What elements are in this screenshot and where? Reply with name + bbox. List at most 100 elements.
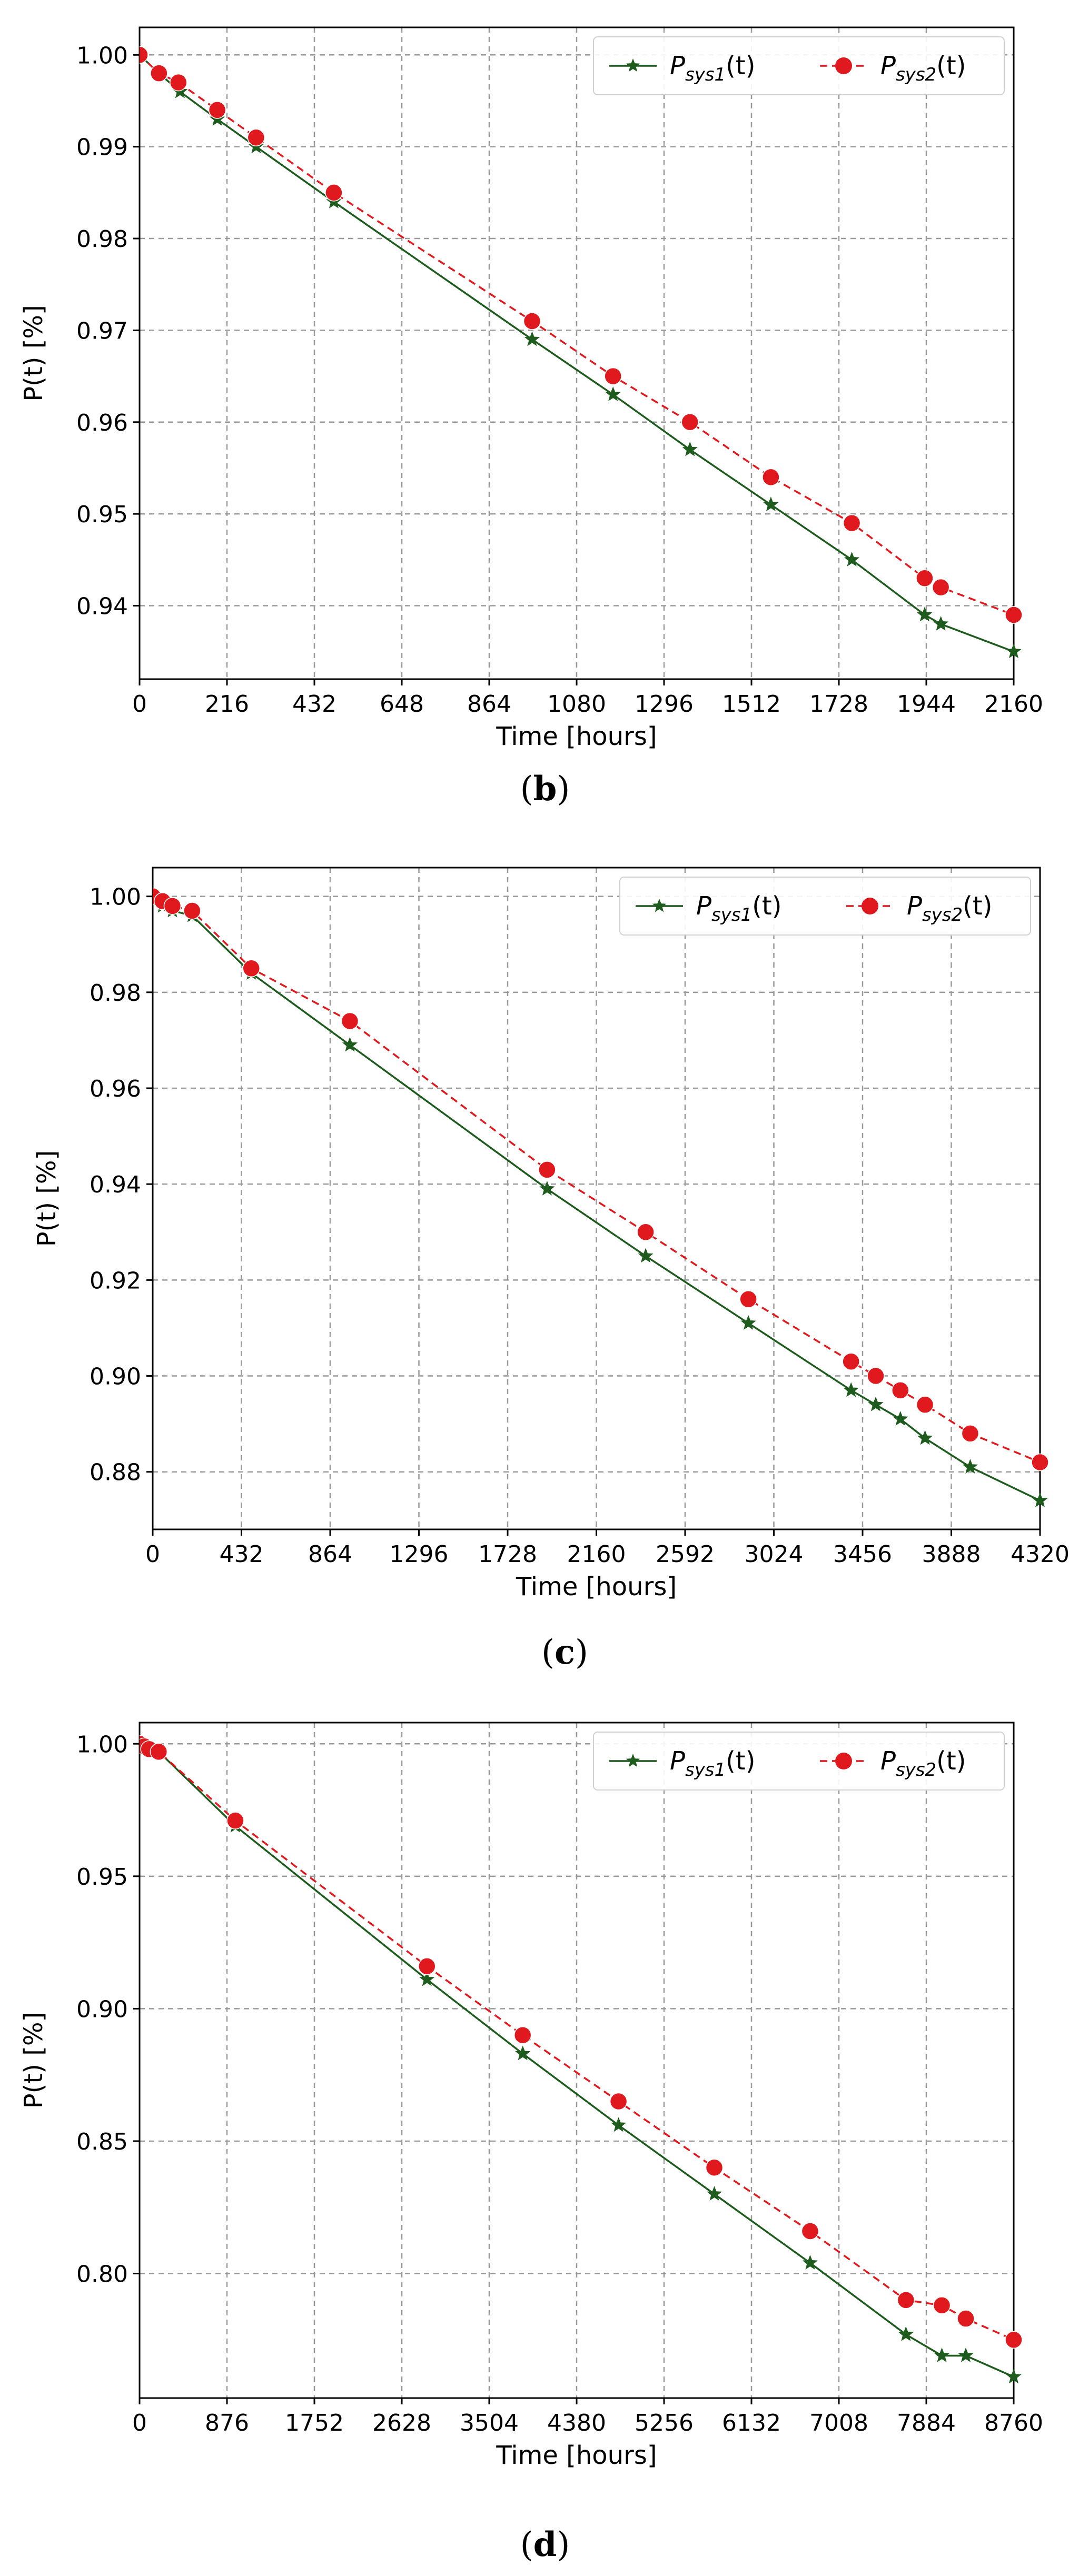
data-point-sys1: [843, 1382, 859, 1397]
y-tick-label: 0.92: [90, 1267, 141, 1294]
data-point-sys1: [1006, 643, 1022, 659]
data-point-sys1: [917, 1430, 933, 1445]
data-point-sys2: [513, 2026, 532, 2044]
data-point-sys2: [163, 897, 182, 915]
legend: Psys1 (t) Psys2(t): [619, 877, 1031, 936]
series-line-sys1: [140, 54, 1014, 653]
legend-label-sys2: Psys2(t): [907, 891, 992, 926]
data-point-sys2: [150, 1743, 168, 1761]
x-tick-label: 2592: [656, 1541, 715, 1568]
legend-marker-sys2: [862, 898, 878, 914]
data-point-sys1: [958, 2348, 974, 2362]
data-point-sys2: [892, 1381, 909, 1399]
data-point-sys1: [638, 1248, 654, 1263]
legend-marker-sys1: [626, 1754, 640, 1767]
legend: Psys1(t) Psys2(t): [593, 36, 1005, 95]
data-point-sys2: [609, 2092, 628, 2111]
y-tick-label: 0.94: [90, 1171, 141, 1198]
y-tick-label: 1.00: [76, 1731, 128, 1758]
panel-label: (c): [541, 1633, 588, 1672]
data-point-sys2: [843, 514, 861, 532]
data-point-sys1: [419, 1971, 435, 1986]
data-point-sys2: [916, 569, 934, 587]
data-point-sys2: [1005, 606, 1023, 624]
series-sys2: [140, 46, 1023, 624]
y-tick-label: 0.97: [76, 317, 128, 344]
data-point-sys2: [341, 1012, 359, 1030]
x-tick-label: 3024: [745, 1541, 804, 1568]
y-tick-label: 0.96: [90, 1076, 141, 1102]
legend-label-sys1: Psys1(t): [670, 1746, 755, 1781]
legend-label-tail: (t): [963, 891, 992, 921]
chart-panel-d: 0 876 1752 2628 3504 4380 5256 6132 7008 7884 8760…: [19, 1722, 1043, 2564]
x-axis-label: Time [hours]: [516, 1572, 677, 1602]
legend-label-tail: (t): [726, 51, 755, 81]
data-point-sys1: [740, 1315, 756, 1330]
x-tick-label: 432: [220, 1541, 264, 1568]
panel-label: (d): [520, 2525, 570, 2564]
legend-label-main: P: [670, 1746, 685, 1776]
legend-label-sub: sys1: [711, 904, 752, 926]
data-point-sys1: [610, 2117, 627, 2132]
x-tick-label: 864: [308, 1541, 352, 1568]
series-sys2: [140, 1735, 1023, 2349]
legend-label-sys2: Psys2(t): [880, 51, 966, 85]
data-point-sys1: [605, 386, 621, 401]
data-point-sys2: [933, 2296, 951, 2314]
data-point-sys2: [418, 1957, 436, 1975]
x-tick-label: 648: [380, 691, 424, 718]
x-tick-label: 1752: [285, 2410, 344, 2436]
legend-label-main: P: [880, 1746, 896, 1776]
y-tick-label: 1.00: [76, 42, 128, 69]
legend-box: [593, 1732, 1005, 1791]
data-point-sys2: [1031, 1453, 1049, 1471]
data-point-sys2: [208, 101, 226, 119]
data-point-sys2: [183, 902, 201, 920]
data-point-sys2: [932, 578, 950, 596]
x-axis-label: Time [hours]: [496, 2441, 657, 2470]
y-tick-label: 0.99: [76, 134, 128, 161]
legend-label-sub: sys1: [685, 1759, 726, 1781]
data-point-sys1: [706, 2186, 722, 2201]
legend-label-main: P: [880, 51, 896, 81]
x-tick-label: 0: [145, 1541, 160, 1568]
x-tick-label: 1512: [722, 691, 781, 718]
data-point-sys1: [515, 2045, 531, 2061]
data-point-sys1: [802, 2255, 818, 2270]
legend-label-tail: (t): [726, 1746, 755, 1776]
legend-label-sub: sys2: [896, 64, 936, 85]
y-tick-label: 0.96: [76, 410, 128, 436]
data-point-sys2: [739, 1290, 757, 1308]
data-point-sys1: [844, 551, 860, 566]
y-tick-label: 0.85: [76, 2129, 128, 2155]
data-point-sys1: [342, 1037, 358, 1052]
y-tick-label: 0.98: [76, 226, 128, 253]
data-point-sys2: [242, 959, 260, 978]
legend-label-tail: (t): [936, 51, 966, 81]
legend-label-main: P: [670, 51, 685, 81]
data-point-sys2: [916, 1396, 934, 1414]
legend-label-main: P: [696, 891, 711, 921]
series-line-sys2: [140, 54, 1014, 616]
data-point-sys1: [1032, 1492, 1048, 1507]
x-tick-label: 5256: [635, 2410, 694, 2436]
x-tick-label: 4380: [547, 2410, 606, 2436]
legend-label-sub: sys1: [685, 64, 726, 85]
x-tick-label: 1296: [390, 1541, 449, 1568]
data-point-sys2: [842, 1352, 860, 1370]
x-tick-label: 864: [467, 691, 511, 718]
x-tick-label: 0: [132, 691, 147, 718]
data-point-sys2: [705, 2159, 724, 2177]
x-tick-label: 3504: [460, 2410, 519, 2436]
data-point-sys1: [934, 2348, 950, 2362]
y-tick-label: 1.00: [90, 884, 141, 911]
data-point-sys1: [539, 1180, 555, 1196]
legend-label-sys2: Psys2(t): [880, 1746, 966, 1781]
data-point-sys2: [867, 1367, 885, 1385]
x-tick-label: 3888: [922, 1541, 981, 1568]
y-tick-label: 0.95: [76, 501, 128, 528]
data-point-sys1: [868, 1396, 884, 1411]
series-line-sys2: [140, 1743, 1014, 2341]
x-tick-label: 6132: [722, 2410, 781, 2436]
